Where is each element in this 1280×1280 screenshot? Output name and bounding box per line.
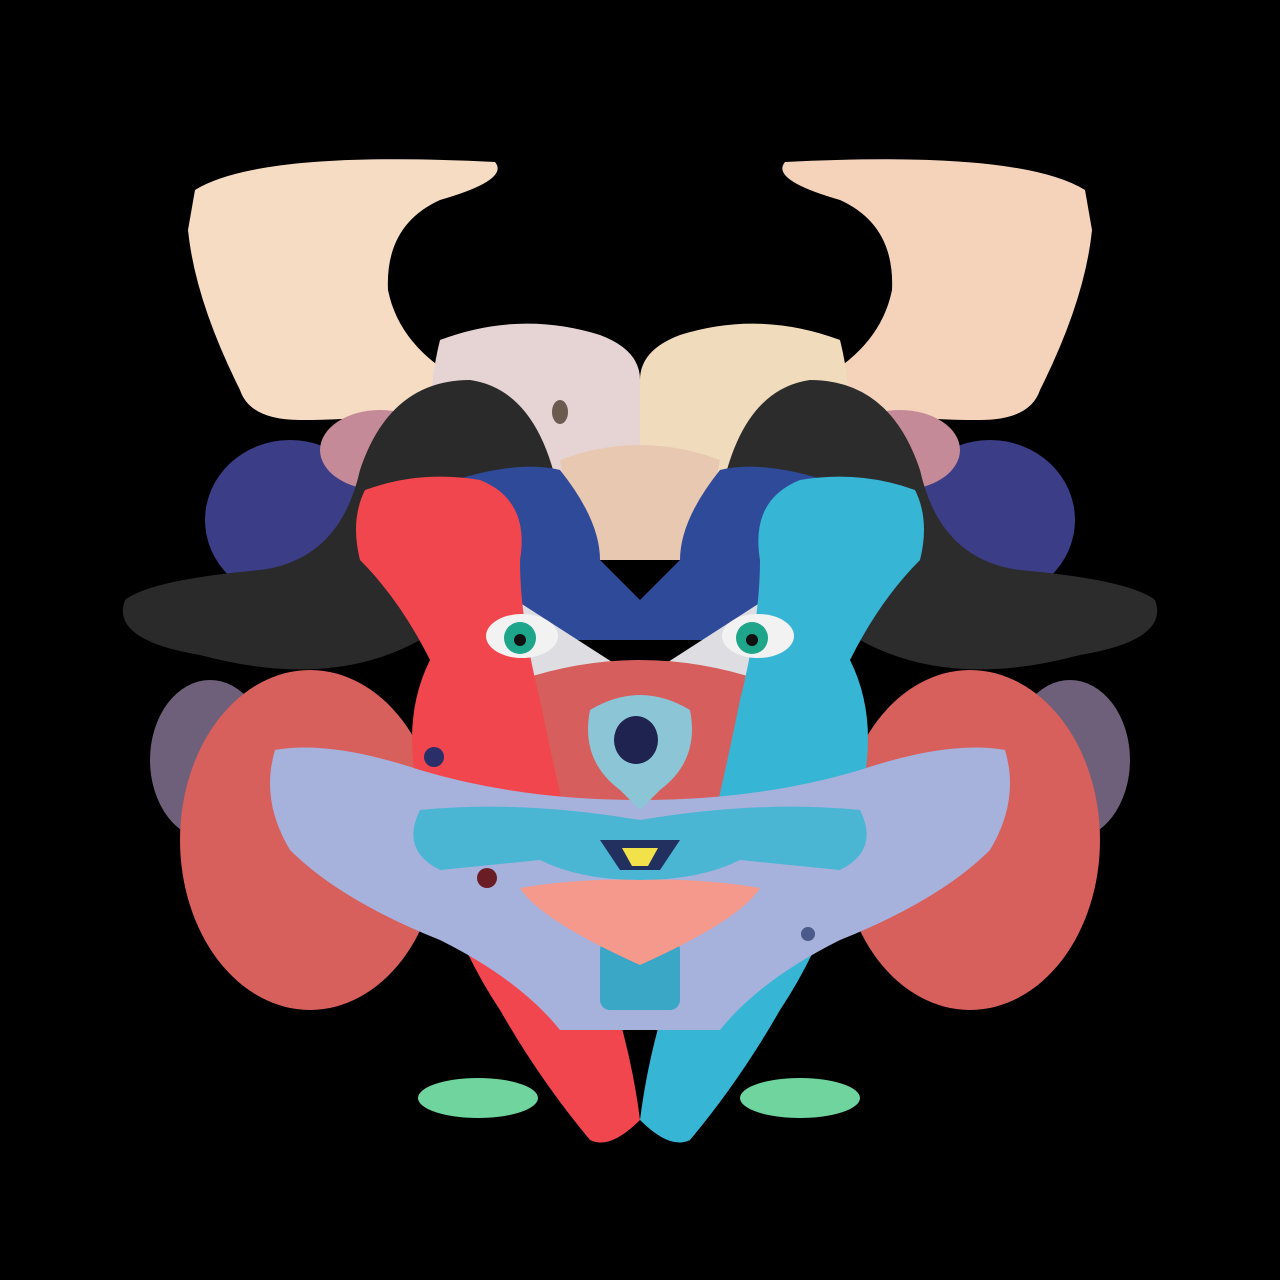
cheek-hole bbox=[424, 747, 444, 767]
right-horn bbox=[782, 159, 1092, 420]
left-foot bbox=[418, 1078, 538, 1118]
mustache-hole bbox=[801, 927, 815, 941]
mustache-hole bbox=[477, 868, 497, 888]
nostril bbox=[614, 716, 658, 764]
forehead-hole bbox=[552, 400, 568, 424]
left-pupil bbox=[514, 634, 526, 646]
brow-band bbox=[455, 466, 825, 640]
tooth bbox=[622, 848, 658, 866]
right-pupil bbox=[746, 634, 758, 646]
left-horn bbox=[188, 159, 498, 420]
forehead bbox=[560, 445, 720, 560]
chin-block bbox=[600, 940, 680, 1010]
tongue bbox=[520, 879, 760, 965]
right-foot bbox=[740, 1078, 860, 1118]
